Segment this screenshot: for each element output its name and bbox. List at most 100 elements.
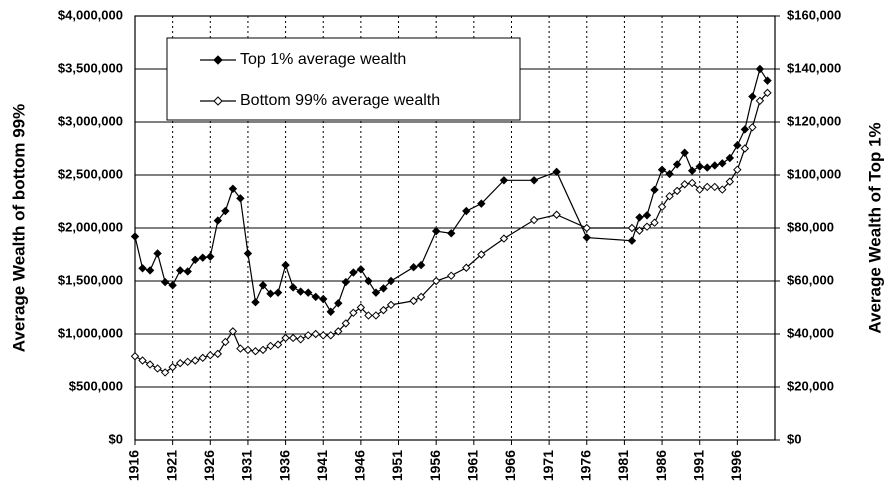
data-point [499, 176, 509, 185]
data-point [288, 333, 298, 343]
y2-tick-label: $40,000 [787, 325, 834, 340]
y2-tick-label: $60,000 [787, 272, 834, 287]
data-point [650, 185, 659, 195]
data-point [379, 305, 388, 315]
data-point [341, 319, 351, 328]
data-point [755, 64, 765, 74]
data-point [334, 299, 343, 308]
data-point [718, 159, 727, 168]
data-point [409, 263, 418, 272]
data-point [447, 271, 456, 280]
data-point [243, 345, 253, 355]
data-point [642, 211, 652, 220]
data-point [296, 287, 305, 296]
data-point [642, 222, 652, 231]
data-point [379, 284, 388, 293]
y-tick-label: $4,000,000 [58, 7, 123, 22]
data-point [236, 194, 245, 203]
data-point [748, 123, 757, 132]
y-tick-label: $500,000 [69, 378, 123, 393]
data-point [582, 233, 591, 242]
data-point [725, 153, 735, 163]
data-point [296, 335, 305, 344]
x-tick-label: 1946 [352, 450, 368, 481]
data-point [191, 356, 200, 365]
data-point [477, 199, 486, 208]
data-point [703, 182, 712, 192]
x-tick-label: 1981 [615, 450, 631, 481]
data-point [138, 264, 147, 273]
x-tick-label: 1986 [653, 450, 669, 481]
data-point [319, 294, 328, 304]
data-point [198, 253, 207, 262]
data-point [386, 300, 396, 310]
data-point [710, 161, 719, 170]
data-point [763, 88, 772, 98]
data-point [763, 76, 772, 85]
data-point [695, 185, 704, 194]
data-point [627, 236, 637, 245]
data-point [273, 340, 283, 349]
data-point [266, 341, 275, 351]
data-point [650, 218, 659, 227]
data-point [431, 226, 441, 236]
legend-box [166, 37, 521, 121]
data-point [529, 176, 539, 185]
data-point [130, 232, 140, 241]
data-point [703, 163, 712, 172]
data-point [431, 276, 441, 286]
data-point [213, 216, 223, 225]
y-tick-label: $3,000,000 [58, 113, 123, 128]
data-point [364, 276, 373, 286]
data-point [529, 215, 539, 225]
data-point [168, 281, 177, 290]
data-point [288, 283, 298, 292]
data-point [371, 288, 381, 297]
data-point [228, 327, 238, 336]
data-point [251, 347, 260, 356]
data-point [409, 296, 418, 306]
data-point [356, 303, 366, 312]
data-point [349, 268, 358, 277]
data-point [228, 184, 238, 193]
data-point [326, 307, 335, 316]
data-point [130, 352, 140, 361]
data-point [672, 186, 682, 196]
data-point [160, 368, 170, 377]
data-point [266, 289, 275, 298]
legend-marker [213, 96, 223, 106]
data-point [206, 350, 215, 360]
y-tick-label: $2,500,000 [58, 166, 123, 181]
y2-tick-label: $0 [787, 431, 801, 446]
x-tick-label: 1951 [389, 450, 405, 481]
data-point [175, 358, 185, 368]
x-tick-label: 1991 [690, 450, 706, 481]
data-point [665, 169, 674, 179]
data-point [251, 297, 260, 307]
x-tick-label: 1966 [502, 450, 518, 481]
data-point [281, 333, 290, 343]
data-point [627, 223, 637, 233]
data-point [191, 255, 200, 265]
data-point [687, 166, 697, 175]
data-point [552, 210, 561, 219]
data-point [334, 327, 343, 336]
data-point [725, 177, 735, 186]
legend-marker [213, 55, 223, 65]
data-point [371, 311, 381, 320]
data-point [680, 180, 689, 189]
legend-label: Top 1% average wealth [240, 51, 406, 68]
data-point [349, 308, 358, 318]
data-point [635, 213, 644, 222]
data-point [243, 249, 253, 258]
data-point [319, 331, 328, 340]
y2-tick-label: $20,000 [787, 378, 834, 393]
data-point [221, 337, 230, 347]
y2-tick-label: $160,000 [787, 7, 841, 22]
data-point [153, 249, 162, 258]
x-tick-label: 1926 [201, 450, 217, 481]
data-point [213, 349, 223, 359]
data-point [733, 141, 742, 150]
data-point [386, 276, 396, 286]
data-point [145, 360, 155, 369]
